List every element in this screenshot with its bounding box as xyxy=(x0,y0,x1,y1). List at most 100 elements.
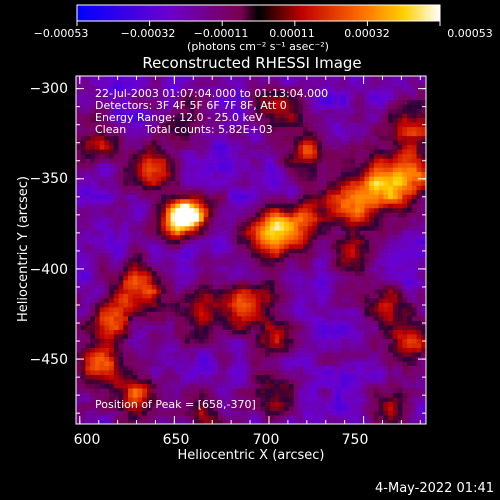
heatmap-cell xyxy=(94,261,101,267)
heatmap-cell xyxy=(364,189,370,195)
heatmap-cell xyxy=(317,306,323,312)
heatmap-cell xyxy=(232,81,238,87)
heatmap-cell xyxy=(307,338,314,344)
heatmap-cell xyxy=(213,288,219,294)
heatmap-cell xyxy=(232,356,238,362)
heatmap-cell xyxy=(236,121,243,128)
heatmap-cell xyxy=(128,324,134,330)
heatmap-cell xyxy=(321,171,328,177)
heatmap-cell xyxy=(288,135,295,141)
heatmap-cell xyxy=(142,121,148,128)
heatmap-cell xyxy=(331,311,337,317)
heatmap-cell xyxy=(198,338,205,344)
heatmap-cell xyxy=(293,144,299,150)
heatmap-cell xyxy=(146,315,153,321)
heatmap-cell xyxy=(288,342,295,348)
heatmap-cell xyxy=(359,176,366,182)
heatmap-cell xyxy=(109,383,115,389)
heatmap-cell xyxy=(161,194,167,200)
heatmap-cell xyxy=(156,130,162,137)
heatmap-cell xyxy=(359,203,366,209)
heatmap-cell xyxy=(355,311,361,317)
heatmap-cell xyxy=(151,85,158,92)
heatmap-cell xyxy=(284,198,290,204)
heatmap-cell xyxy=(369,117,375,123)
heatmap-cell xyxy=(260,293,266,299)
heatmap-cell xyxy=(217,126,224,132)
heatmap-cell xyxy=(142,297,148,303)
heatmap-cell xyxy=(359,405,366,412)
heatmap-cell xyxy=(251,347,257,353)
heatmap-cell xyxy=(317,392,323,398)
heatmap-cell xyxy=(118,176,124,182)
heatmap-cell xyxy=(284,234,290,240)
heatmap-cell xyxy=(307,252,314,258)
heatmap-cell xyxy=(184,270,191,276)
heatmap-cell xyxy=(165,266,172,272)
heatmap-cell xyxy=(317,261,323,267)
heatmap-cell xyxy=(137,203,143,209)
heatmap-cell xyxy=(222,194,228,200)
heatmap-cell xyxy=(251,275,257,281)
heatmap-cell xyxy=(303,419,309,424)
heatmap-cell xyxy=(246,315,252,321)
heatmap-cell xyxy=(180,284,186,290)
heatmap-cell xyxy=(350,293,356,299)
heatmap-cell xyxy=(156,243,162,249)
heatmap-cell xyxy=(317,212,323,218)
heatmap-cell xyxy=(317,347,323,353)
heatmap-cell xyxy=(359,121,366,128)
heatmap-cell xyxy=(113,288,120,294)
heatmap-cell xyxy=(151,392,158,398)
heatmap-cell xyxy=(85,149,91,155)
heatmap-cell xyxy=(321,311,328,317)
heatmap-cell xyxy=(175,311,181,317)
heatmap-cell xyxy=(340,405,347,412)
heatmap-cell xyxy=(132,203,139,209)
heatmap-cell xyxy=(340,85,347,92)
heatmap-cell xyxy=(260,108,266,114)
heatmap-cell xyxy=(113,194,120,200)
heatmap-cell xyxy=(255,230,262,236)
heatmap-cell xyxy=(94,324,101,330)
heatmap-cell xyxy=(227,306,233,312)
heatmap-cell xyxy=(303,203,309,209)
heatmap-cell xyxy=(364,135,370,141)
heatmap-cell xyxy=(232,392,238,398)
heatmap-cell xyxy=(279,207,285,213)
heatmap-cell xyxy=(203,293,210,299)
heatmap-cell xyxy=(161,167,167,173)
heatmap-cell xyxy=(246,99,252,105)
heatmap-cell xyxy=(180,185,186,191)
heatmap-cell xyxy=(369,207,375,213)
heatmap-cell xyxy=(156,149,162,155)
heatmap-cell xyxy=(90,221,96,227)
heatmap-cell xyxy=(222,171,228,177)
heatmap-cell xyxy=(99,387,105,394)
heatmap-cell xyxy=(137,234,143,240)
heatmap-cell xyxy=(118,117,124,123)
heatmap-cell xyxy=(222,414,228,421)
heatmap-cell xyxy=(217,117,224,123)
heatmap-cell xyxy=(161,261,167,267)
heatmap-cell xyxy=(203,302,210,308)
heatmap-cell xyxy=(128,338,134,344)
heatmap-cell xyxy=(326,288,333,294)
heatmap-cell xyxy=(76,383,82,389)
heatmap-cell xyxy=(312,189,318,195)
heatmap-cell xyxy=(269,414,276,421)
heatmap-cell xyxy=(232,302,238,308)
heatmap-cell xyxy=(165,378,172,385)
heatmap-cell xyxy=(279,158,285,164)
heatmap-cell xyxy=(170,239,176,245)
heatmap-cell xyxy=(265,117,271,123)
heatmap-cell xyxy=(109,126,115,132)
heatmap-cell xyxy=(156,383,162,389)
heatmap-cell xyxy=(246,275,252,281)
heatmap-cell xyxy=(146,180,153,186)
heatmap-cell xyxy=(232,85,238,92)
heatmap-cell xyxy=(85,356,91,362)
heatmap-cell xyxy=(137,293,143,299)
heatmap-cell xyxy=(359,302,366,308)
heatmap-cell xyxy=(288,117,295,123)
